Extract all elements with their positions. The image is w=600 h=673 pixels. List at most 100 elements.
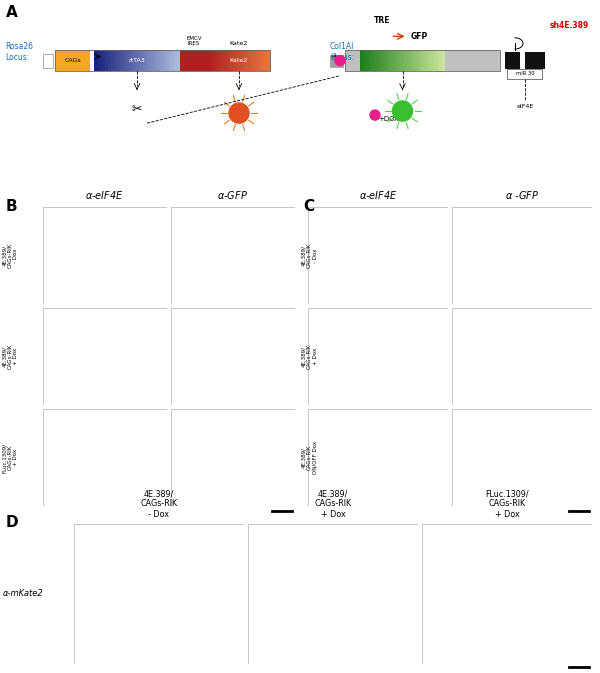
Bar [223,50,225,71]
Bar [386,50,389,71]
Bar [137,50,140,71]
Bar [210,50,212,71]
Bar [383,50,386,71]
Bar [416,50,420,71]
Bar [245,50,248,71]
Text: +DOX: +DOX [378,116,399,122]
Bar [388,50,392,71]
Text: C: C [303,199,314,213]
Bar [235,50,238,71]
Text: ✂: ✂ [132,102,142,116]
Bar [365,50,369,71]
Bar [125,50,129,71]
Text: 4E.389/
CAGs-RIK
- Dox: 4E.389/ CAGs-RIK - Dox [140,489,178,519]
Bar [260,50,262,71]
Bar [243,50,246,71]
Bar [106,50,109,71]
Bar [400,50,403,71]
Bar [442,50,445,71]
Bar [216,50,219,71]
Bar [143,50,146,71]
Text: rtTA3: rtTA3 [128,58,145,63]
Text: EMCV
IRES: EMCV IRES [186,36,202,46]
Bar [151,50,155,71]
Text: 4E.389/
CAGs-RIK
+ Dox: 4E.389/ CAGs-RIK + Dox [301,344,318,369]
Bar [380,50,383,71]
Bar [434,50,437,71]
Bar [368,50,372,71]
Bar [227,50,229,71]
Bar [146,50,149,71]
Bar [140,50,143,71]
Bar [55,50,90,71]
Bar [43,53,53,68]
Bar [231,50,233,71]
Bar [251,50,254,71]
Bar [437,50,440,71]
Bar [408,50,412,71]
Text: Col1AI
Locus:: Col1AI Locus: [330,42,355,63]
Bar [525,52,545,69]
Bar [109,50,112,71]
Bar [377,50,380,71]
Bar [177,50,181,71]
Bar [148,50,152,71]
Text: eIF4E: eIF4E [517,104,533,109]
Bar [163,50,166,71]
Bar [363,50,366,71]
Text: A: A [6,5,18,20]
Bar [247,50,250,71]
Bar [174,50,178,71]
Bar [425,50,428,71]
Circle shape [392,101,413,121]
Text: GFP: GFP [410,32,428,41]
Text: Kate2: Kate2 [230,58,248,63]
Bar [419,50,423,71]
Bar [250,50,252,71]
Text: 4E.389/
CAGs-RIK
- Dox: 4E.389/ CAGs-RIK - Dox [2,243,19,269]
Text: α-mKate2: α-mKate2 [3,590,44,598]
Bar [117,50,120,71]
Bar [256,50,258,71]
Bar [268,50,271,71]
Bar [100,50,103,71]
Text: $\alpha$-eIF4E: $\alpha$-eIF4E [85,189,124,201]
Text: D: D [6,515,19,530]
Text: 4E.389/
CAGs-RIK
+ Dox: 4E.389/ CAGs-RIK + Dox [2,344,19,369]
Text: 4E.389/
CAGs-RIK
+ Dox: 4E.389/ CAGs-RIK + Dox [314,489,352,519]
Bar [103,50,106,71]
Text: miR 30: miR 30 [515,71,535,76]
Text: $\alpha$ -GFP: $\alpha$ -GFP [505,189,539,201]
Text: ✂: ✂ [327,52,341,65]
Text: Kate2: Kate2 [230,42,248,46]
Bar [122,50,126,71]
Circle shape [229,103,249,123]
Bar [406,50,409,71]
Text: $\alpha$-GFP: $\alpha$-GFP [217,189,248,201]
Text: B: B [6,199,17,213]
Text: CAGs: CAGs [64,58,81,63]
Circle shape [335,55,345,65]
Bar [266,50,268,71]
Bar [157,50,160,71]
Bar [264,50,266,71]
Bar [220,50,223,71]
Text: 4E.389/
CAGs-RIK
- Dox: 4E.389/ CAGs-RIK - Dox [301,243,318,269]
Bar [120,50,123,71]
Bar [241,50,244,71]
Bar [131,50,134,71]
Bar [169,50,172,71]
Bar [422,50,425,71]
Bar [431,50,434,71]
Bar [212,50,215,71]
Bar [428,50,431,71]
Bar [229,50,231,71]
Bar [439,50,443,71]
Bar [403,50,406,71]
Bar [172,50,175,71]
Bar [180,50,208,71]
Bar [55,50,270,71]
Bar [374,50,377,71]
Bar [114,50,118,71]
Text: FLuc.1309/
CAGs-RIK
+ Dox: FLuc.1309/ CAGs-RIK + Dox [2,443,19,472]
